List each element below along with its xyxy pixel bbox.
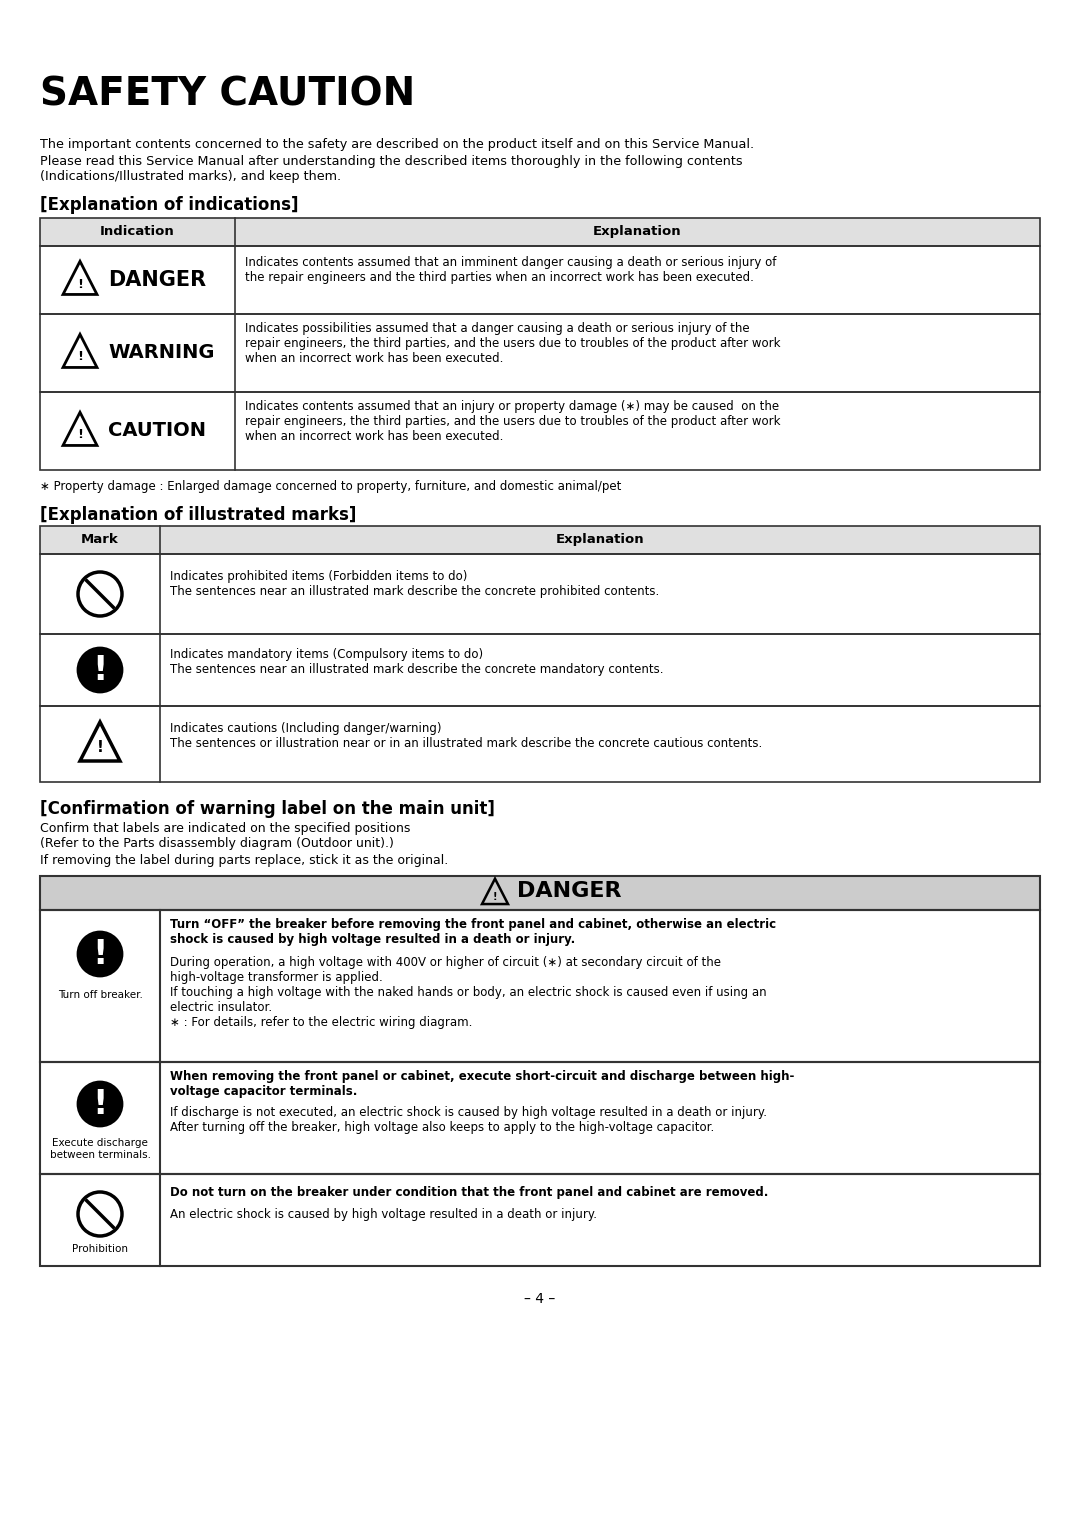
Bar: [40, 314, 1040, 392]
Text: Please read this Service Manual after understanding the described items thorough: Please read this Service Manual after un…: [40, 156, 743, 183]
Text: If removing the label during parts replace, stick it as the original.: If removing the label during parts repla…: [40, 854, 448, 868]
Text: [Confirmation of warning label on the main unit]: [Confirmation of warning label on the ma…: [40, 801, 495, 817]
Text: Indication: Indication: [100, 226, 175, 238]
Text: !: !: [77, 429, 83, 442]
Bar: [40, 554, 1040, 634]
Bar: [40, 634, 1040, 706]
Text: Indicates mandatory items (Compulsory items to do)
The sentences near an illustr: Indicates mandatory items (Compulsory it…: [170, 648, 663, 676]
Text: If discharge is not executed, an electric shock is caused by high voltage result: If discharge is not executed, an electri…: [170, 1106, 767, 1135]
Circle shape: [78, 1083, 122, 1125]
Circle shape: [78, 648, 122, 692]
Text: !: !: [492, 892, 497, 901]
Text: Prohibition: Prohibition: [72, 1244, 129, 1254]
Text: Indicates possibilities assumed that a danger causing a death or serious injury : Indicates possibilities assumed that a d…: [245, 322, 781, 364]
Text: !: !: [92, 938, 108, 970]
Text: Execute discharge
between terminals.: Execute discharge between terminals.: [50, 1138, 150, 1159]
Bar: [40, 526, 1040, 554]
Text: Turn off breaker.: Turn off breaker.: [57, 990, 143, 1000]
Text: !: !: [92, 654, 108, 686]
Text: CAUTION: CAUTION: [108, 421, 206, 441]
Text: ∗ Property damage : Enlarged damage concerned to property, furniture, and domest: ∗ Property damage : Enlarged damage conc…: [40, 480, 621, 493]
Bar: [40, 1174, 1040, 1266]
Text: Explanation: Explanation: [593, 226, 681, 238]
Text: Indicates cautions (Including danger/warning)
The sentences or illustration near: Indicates cautions (Including danger/war…: [170, 721, 762, 750]
Text: WARNING: WARNING: [108, 343, 215, 361]
Bar: [40, 246, 1040, 314]
Text: Indicates contents assumed that an injury or property damage (∗) may be caused  : Indicates contents assumed that an injur…: [245, 400, 781, 442]
Text: During operation, a high voltage with 400V or higher of circuit (∗) at secondary: During operation, a high voltage with 40…: [170, 956, 767, 1029]
Text: [Explanation of illustrated marks]: [Explanation of illustrated marks]: [40, 506, 356, 525]
Text: When removing the front panel or cabinet, execute short-circuit and discharge be: When removing the front panel or cabinet…: [170, 1071, 795, 1098]
Text: Turn “OFF” the breaker before removing the front panel and cabinet, otherwise an: Turn “OFF” the breaker before removing t…: [170, 918, 777, 946]
Circle shape: [78, 932, 122, 976]
Text: Explanation: Explanation: [556, 534, 645, 546]
Text: [Explanation of indications]: [Explanation of indications]: [40, 197, 298, 214]
Text: !: !: [96, 741, 104, 755]
Text: Indicates prohibited items (Forbidden items to do)
The sentences near an illustr: Indicates prohibited items (Forbidden it…: [170, 570, 659, 598]
Text: !: !: [77, 278, 83, 290]
Bar: [40, 1061, 1040, 1174]
Text: SAFETY CAUTION: SAFETY CAUTION: [40, 75, 415, 113]
Bar: [40, 392, 1040, 470]
Text: An electric shock is caused by high voltage resulted in a death or injury.: An electric shock is caused by high volt…: [170, 1208, 597, 1222]
Text: !: !: [77, 351, 83, 363]
Text: !: !: [92, 1087, 108, 1121]
Bar: [40, 910, 1040, 1061]
Bar: [40, 875, 1040, 910]
Text: Confirm that labels are indicated on the specified positions
(Refer to the Parts: Confirm that labels are indicated on the…: [40, 822, 410, 849]
Text: Do not turn on the breaker under condition that the front panel and cabinet are : Do not turn on the breaker under conditi…: [170, 1186, 768, 1199]
Text: – 4 –: – 4 –: [525, 1292, 555, 1305]
Text: Mark: Mark: [81, 534, 119, 546]
Text: The important contents concerned to the safety are described on the product itse: The important contents concerned to the …: [40, 137, 754, 151]
Text: DANGER: DANGER: [108, 270, 206, 290]
Text: DANGER: DANGER: [517, 881, 621, 901]
Bar: [40, 706, 1040, 782]
Bar: [40, 218, 1040, 246]
Text: Indicates contents assumed that an imminent danger causing a death or serious in: Indicates contents assumed that an immin…: [245, 256, 777, 284]
